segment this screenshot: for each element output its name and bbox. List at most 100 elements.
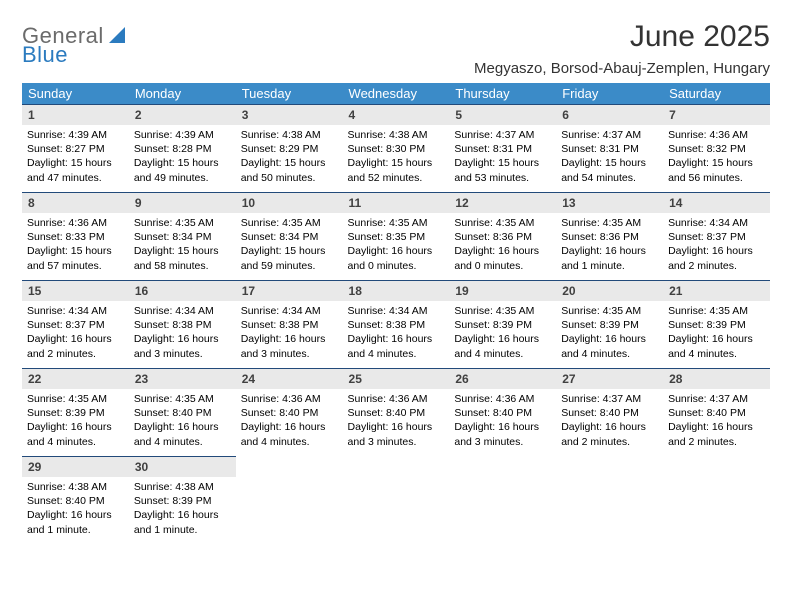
calendar-cell — [236, 456, 343, 544]
calendar-cell: 29Sunrise: 4:38 AMSunset: 8:40 PMDayligh… — [22, 456, 129, 544]
calendar-table: Sunday Monday Tuesday Wednesday Thursday… — [22, 83, 770, 544]
logo-sail-icon — [109, 27, 125, 43]
day-number: 29 — [22, 456, 129, 477]
sunset-text: Sunset: 8:36 PM — [561, 230, 658, 244]
sunrise-text: Sunrise: 4:38 AM — [134, 480, 231, 494]
sunrise-text: Sunrise: 4:34 AM — [241, 304, 338, 318]
calendar-cell: 16Sunrise: 4:34 AMSunset: 8:38 PMDayligh… — [129, 280, 236, 368]
daylight-text-1: Daylight: 16 hours — [668, 244, 765, 258]
daylight-text-1: Daylight: 16 hours — [134, 332, 231, 346]
calendar-cell: 7Sunrise: 4:36 AMSunset: 8:32 PMDaylight… — [663, 104, 770, 192]
day-number: 17 — [236, 280, 343, 301]
day-body: Sunrise: 4:34 AMSunset: 8:37 PMDaylight:… — [663, 213, 770, 277]
calendar-cell: 9Sunrise: 4:35 AMSunset: 8:34 PMDaylight… — [129, 192, 236, 280]
day-number: 2 — [129, 104, 236, 125]
sunrise-text: Sunrise: 4:35 AM — [561, 216, 658, 230]
calendar-cell: 23Sunrise: 4:35 AMSunset: 8:40 PMDayligh… — [129, 368, 236, 456]
sunset-text: Sunset: 8:40 PM — [27, 494, 124, 508]
day-body: Sunrise: 4:35 AMSunset: 8:40 PMDaylight:… — [129, 389, 236, 453]
sunrise-text: Sunrise: 4:34 AM — [27, 304, 124, 318]
daylight-text-1: Daylight: 16 hours — [134, 508, 231, 522]
daylight-text-1: Daylight: 16 hours — [348, 332, 445, 346]
sunrise-text: Sunrise: 4:36 AM — [241, 392, 338, 406]
sunrise-text: Sunrise: 4:39 AM — [27, 128, 124, 142]
day-body: Sunrise: 4:36 AMSunset: 8:40 PMDaylight:… — [236, 389, 343, 453]
daylight-text-2: and 54 minutes. — [561, 171, 658, 185]
day-body: Sunrise: 4:36 AMSunset: 8:40 PMDaylight:… — [449, 389, 556, 453]
day-body: Sunrise: 4:37 AMSunset: 8:31 PMDaylight:… — [449, 125, 556, 189]
day-body: Sunrise: 4:38 AMSunset: 8:39 PMDaylight:… — [129, 477, 236, 541]
day-number: 1 — [22, 104, 129, 125]
day-number: 15 — [22, 280, 129, 301]
day-number: 18 — [343, 280, 450, 301]
calendar-cell: 24Sunrise: 4:36 AMSunset: 8:40 PMDayligh… — [236, 368, 343, 456]
sunrise-text: Sunrise: 4:35 AM — [27, 392, 124, 406]
day-number: 28 — [663, 368, 770, 389]
daylight-text-2: and 3 minutes. — [454, 435, 551, 449]
calendar-cell: 14Sunrise: 4:34 AMSunset: 8:37 PMDayligh… — [663, 192, 770, 280]
day-body: Sunrise: 4:37 AMSunset: 8:31 PMDaylight:… — [556, 125, 663, 189]
sunrise-text: Sunrise: 4:37 AM — [561, 392, 658, 406]
daylight-text-2: and 58 minutes. — [134, 259, 231, 273]
sunset-text: Sunset: 8:36 PM — [454, 230, 551, 244]
daylight-text-1: Daylight: 15 hours — [134, 244, 231, 258]
daylight-text-1: Daylight: 16 hours — [668, 332, 765, 346]
daylight-text-2: and 47 minutes. — [27, 171, 124, 185]
sunset-text: Sunset: 8:35 PM — [348, 230, 445, 244]
daylight-text-1: Daylight: 16 hours — [454, 332, 551, 346]
sunrise-text: Sunrise: 4:35 AM — [134, 392, 231, 406]
daylight-text-2: and 4 minutes. — [561, 347, 658, 361]
day-number: 19 — [449, 280, 556, 301]
daylight-text-2: and 59 minutes. — [241, 259, 338, 273]
day-number: 5 — [449, 104, 556, 125]
day-body: Sunrise: 4:34 AMSunset: 8:37 PMDaylight:… — [22, 301, 129, 365]
calendar-cell: 8Sunrise: 4:36 AMSunset: 8:33 PMDaylight… — [22, 192, 129, 280]
day-number: 9 — [129, 192, 236, 213]
logo: General Blue — [22, 20, 125, 66]
day-body: Sunrise: 4:35 AMSunset: 8:36 PMDaylight:… — [449, 213, 556, 277]
sunrise-text: Sunrise: 4:37 AM — [668, 392, 765, 406]
day-number: 4 — [343, 104, 450, 125]
sunset-text: Sunset: 8:29 PM — [241, 142, 338, 156]
daylight-text-2: and 0 minutes. — [348, 259, 445, 273]
daylight-text-2: and 4 minutes. — [27, 435, 124, 449]
calendar-week-row: 8Sunrise: 4:36 AMSunset: 8:33 PMDaylight… — [22, 192, 770, 280]
day-body: Sunrise: 4:38 AMSunset: 8:40 PMDaylight:… — [22, 477, 129, 541]
sunset-text: Sunset: 8:32 PM — [668, 142, 765, 156]
day-number: 8 — [22, 192, 129, 213]
day-number: 13 — [556, 192, 663, 213]
sunset-text: Sunset: 8:33 PM — [27, 230, 124, 244]
calendar-cell: 17Sunrise: 4:34 AMSunset: 8:38 PMDayligh… — [236, 280, 343, 368]
calendar-cell: 18Sunrise: 4:34 AMSunset: 8:38 PMDayligh… — [343, 280, 450, 368]
title-block: June 2025 Megyaszo, Borsod-Abauj-Zemplen… — [474, 20, 770, 77]
daylight-text-2: and 2 minutes. — [668, 259, 765, 273]
daylight-text-2: and 2 minutes. — [27, 347, 124, 361]
calendar-cell: 2Sunrise: 4:39 AMSunset: 8:28 PMDaylight… — [129, 104, 236, 192]
calendar-cell: 26Sunrise: 4:36 AMSunset: 8:40 PMDayligh… — [449, 368, 556, 456]
calendar-cell: 12Sunrise: 4:35 AMSunset: 8:36 PMDayligh… — [449, 192, 556, 280]
sunset-text: Sunset: 8:30 PM — [348, 142, 445, 156]
calendar-week-row: 15Sunrise: 4:34 AMSunset: 8:37 PMDayligh… — [22, 280, 770, 368]
col-thursday: Thursday — [449, 83, 556, 104]
day-number: 20 — [556, 280, 663, 301]
calendar-cell: 28Sunrise: 4:37 AMSunset: 8:40 PMDayligh… — [663, 368, 770, 456]
calendar-cell: 5Sunrise: 4:37 AMSunset: 8:31 PMDaylight… — [449, 104, 556, 192]
sunset-text: Sunset: 8:37 PM — [27, 318, 124, 332]
day-number: 23 — [129, 368, 236, 389]
sunset-text: Sunset: 8:38 PM — [348, 318, 445, 332]
daylight-text-1: Daylight: 16 hours — [561, 420, 658, 434]
sunset-text: Sunset: 8:28 PM — [134, 142, 231, 156]
daylight-text-2: and 56 minutes. — [668, 171, 765, 185]
sunset-text: Sunset: 8:38 PM — [134, 318, 231, 332]
sunrise-text: Sunrise: 4:34 AM — [668, 216, 765, 230]
calendar-cell: 11Sunrise: 4:35 AMSunset: 8:35 PMDayligh… — [343, 192, 450, 280]
sunrise-text: Sunrise: 4:36 AM — [348, 392, 445, 406]
daylight-text-1: Daylight: 16 hours — [668, 420, 765, 434]
calendar-week-row: 22Sunrise: 4:35 AMSunset: 8:39 PMDayligh… — [22, 368, 770, 456]
daylight-text-2: and 4 minutes. — [134, 435, 231, 449]
calendar-cell: 1Sunrise: 4:39 AMSunset: 8:27 PMDaylight… — [22, 104, 129, 192]
day-number: 26 — [449, 368, 556, 389]
day-number: 11 — [343, 192, 450, 213]
sunrise-text: Sunrise: 4:35 AM — [241, 216, 338, 230]
daylight-text-1: Daylight: 16 hours — [454, 244, 551, 258]
